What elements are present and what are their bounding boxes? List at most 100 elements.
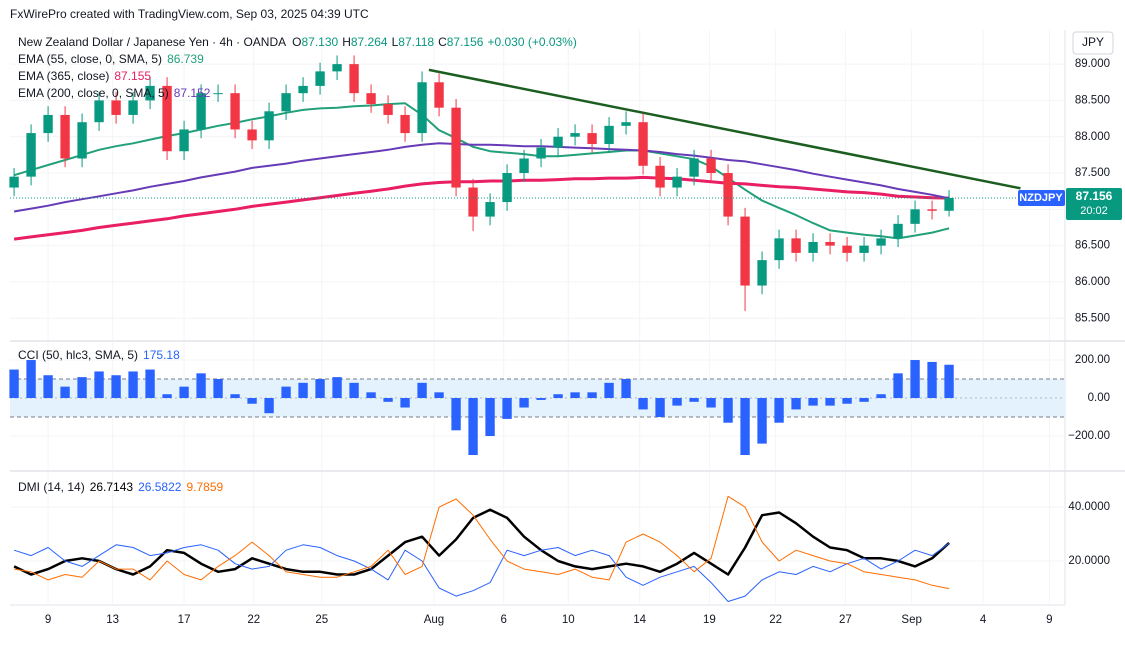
candle-body xyxy=(434,82,444,108)
candle-body xyxy=(213,93,223,95)
candle-body xyxy=(128,100,138,115)
cci-bar xyxy=(77,377,87,399)
candle-body xyxy=(723,173,733,217)
candle-body xyxy=(77,122,87,159)
currency-label[interactable]: JPY xyxy=(1082,35,1104,49)
currency-button[interactable] xyxy=(1072,31,1114,55)
x-tick-label: 25 xyxy=(315,614,328,626)
cci-bar xyxy=(893,373,903,399)
legend-entry: EMA (365, close) 87.155 xyxy=(18,69,151,83)
candle-body xyxy=(553,136,563,148)
cci-bar xyxy=(519,398,529,408)
cci-bar xyxy=(9,369,19,399)
candle-body xyxy=(689,158,699,177)
x-tick-label: 22 xyxy=(247,614,260,626)
cci-bar xyxy=(196,373,206,399)
candle-body xyxy=(264,111,274,141)
ohlc-key: C xyxy=(438,35,447,49)
cci-bar xyxy=(706,398,716,408)
cci-bar xyxy=(417,382,427,399)
ohlc-value: 87.118 xyxy=(398,35,434,49)
cci-bar xyxy=(876,394,886,399)
candle-body xyxy=(638,122,648,166)
candle-body xyxy=(179,129,189,152)
candle-body xyxy=(383,104,393,115)
cci-bar xyxy=(162,394,172,399)
cci-bar xyxy=(145,369,155,399)
cci-bar xyxy=(774,398,784,423)
cci-bar xyxy=(655,398,665,418)
candle-body xyxy=(910,209,920,224)
candle-body xyxy=(485,202,495,217)
candle-body xyxy=(247,129,257,141)
candle-body xyxy=(145,85,155,101)
cci-bar xyxy=(247,398,257,404)
y-tick-label: 0.00 xyxy=(1088,392,1110,404)
cci-bar xyxy=(264,398,274,414)
cci-bar xyxy=(298,382,308,399)
cci-bar xyxy=(757,398,767,444)
cci-bar xyxy=(553,394,563,399)
ohlc-key: L xyxy=(392,35,399,49)
candle-body xyxy=(332,64,342,72)
cci-bar xyxy=(910,360,920,399)
candle-body xyxy=(740,216,750,286)
cci-bar xyxy=(638,398,648,410)
cci-bar xyxy=(740,398,750,455)
cci-bar xyxy=(825,398,835,406)
indicator-line xyxy=(14,495,950,590)
cci-bar xyxy=(128,371,138,399)
y-tick-label: −200.00 xyxy=(1068,430,1110,442)
ohlc-key: H xyxy=(342,35,351,49)
candle-body xyxy=(502,173,512,203)
x-tick-label: 9 xyxy=(1046,614,1052,626)
legend-name: DMI (14, 14) xyxy=(18,480,85,494)
cci-bar xyxy=(383,398,393,402)
countdown-label: 20:02 xyxy=(1080,205,1108,217)
price-badge xyxy=(1066,187,1122,220)
candle-body xyxy=(400,114,410,134)
change-value: +0.030 (+0.03%) xyxy=(487,35,576,49)
legend-title: New Zealand Dollar / Japanese Yen · 4h ·… xyxy=(18,35,577,49)
cci-bar xyxy=(366,392,376,399)
cci-bar xyxy=(400,398,410,408)
cci-bar xyxy=(485,398,495,437)
legend-value: 87.155 xyxy=(114,69,151,83)
x-tick-label: 17 xyxy=(178,614,191,626)
cci-bar xyxy=(468,398,478,455)
cci-bar xyxy=(349,382,359,399)
cci-bar xyxy=(26,360,36,399)
ohlc-key: O xyxy=(292,35,301,49)
candle-body xyxy=(468,187,478,217)
candle-body xyxy=(349,64,359,94)
candle-body xyxy=(281,93,291,112)
cci-bar xyxy=(859,398,869,402)
candle-body xyxy=(774,238,784,261)
x-tick-label: 13 xyxy=(106,614,119,626)
cci-bar xyxy=(434,392,444,399)
cci-bar xyxy=(927,361,937,399)
cci-bar xyxy=(315,379,325,399)
y-tick-label: 88.000 xyxy=(1075,131,1110,143)
symbol-label: NZDJPY xyxy=(1019,192,1063,204)
candle-body xyxy=(230,93,240,130)
candle-body xyxy=(927,209,937,211)
cci-bar xyxy=(43,375,53,399)
legend-entry: DMI (14, 14) 26.7143 26.5822 9.7859 xyxy=(18,480,223,494)
y-tick-label: 20.0000 xyxy=(1068,555,1110,567)
legend-value: 26.7143 xyxy=(90,480,134,494)
y-tick-label: 86.500 xyxy=(1075,240,1110,252)
x-tick-label: 4 xyxy=(980,614,987,626)
x-tick-label: 19 xyxy=(703,614,716,626)
cci-bar xyxy=(570,392,580,399)
y-tick-label: 85.500 xyxy=(1075,312,1110,324)
legend-value: 9.7859 xyxy=(186,480,223,494)
candle-body xyxy=(859,245,869,253)
candle-body xyxy=(315,71,325,86)
legend-name: CCI (50, hlc3, SMA, 5) xyxy=(18,348,138,362)
candle-body xyxy=(536,147,546,159)
indicator-line xyxy=(13,175,950,241)
candle-body xyxy=(791,238,801,253)
cci-bar xyxy=(723,398,733,423)
cci-bar xyxy=(111,375,121,399)
